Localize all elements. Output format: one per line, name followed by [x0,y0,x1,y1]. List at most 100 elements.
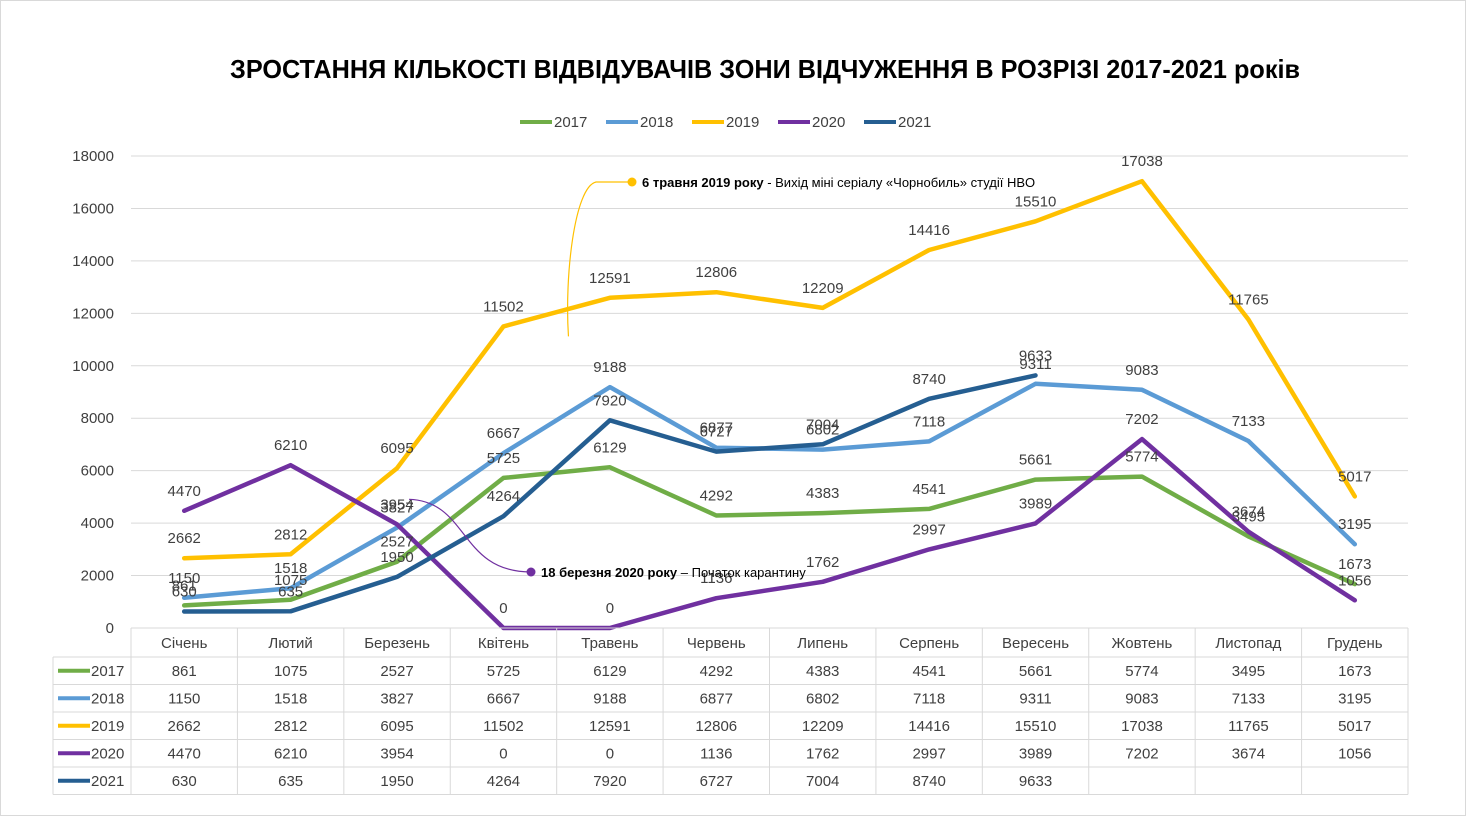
data-label-2021-2: 635 [278,583,303,600]
data-label-2017-1: 861 [172,577,197,594]
table-row-label-2018: 2018 [91,690,124,707]
legend-label-2021: 2021 [898,114,931,131]
category-label-2: Лютий [268,635,312,652]
y-tick-label: 0 [106,620,114,637]
table-cell-2019-2: 2812 [274,718,307,735]
series-layer [181,178,1358,631]
table-row-label-2021: 2021 [91,773,124,790]
annotation-leader-0 [566,181,632,337]
category-label-7: Липень [797,635,848,652]
data-label-2020-12: 1056 [1338,572,1371,589]
data-label-2018-3: 3827 [380,500,413,517]
annotation-description: – Початок карантину [677,565,806,580]
annotation-text-0: 6 травня 2019 року - Вихід міні серіалу … [642,175,1035,190]
category-label-10: Жовтень [1112,635,1173,652]
data-label-2019-8: 14416 [908,222,950,239]
legend-label-2017: 2017 [554,114,587,131]
data-label-2019-10: 17038 [1121,153,1163,170]
data-label-2018-4: 6667 [487,425,520,442]
data-label-2021-7: 7004 [806,416,839,433]
y-tick-label: 4000 [81,515,114,532]
category-label-4: Квітень [478,635,529,652]
data-label-2021-1: 630 [172,583,197,600]
data-label-2021-6: 6727 [700,424,733,441]
table-cell-2019-3: 6095 [380,718,413,735]
table-row-label-2020: 2020 [91,745,124,762]
series-line-2019 [181,178,1358,561]
table-cell-2017-7: 4383 [806,663,839,680]
data-label-2020-7: 1762 [806,554,839,571]
data-label-2021-5: 7920 [593,392,626,409]
table-cell-2019-4: 11502 [483,718,524,735]
data-label-2020-8: 2997 [912,521,945,538]
data-label-2017-12: 1673 [1338,556,1371,573]
data-label-2017-3: 2527 [380,534,413,551]
table-cell-2020-6: 1136 [700,745,732,762]
table-cell-2020-8: 2997 [912,745,945,762]
data-label-2017-2: 1075 [274,572,307,589]
category-label-8: Серпень [899,635,959,652]
table-cell-2019-6: 12806 [695,718,737,735]
table-cell-2018-11: 7133 [1232,690,1265,707]
table-cell-2020-2: 6210 [274,745,307,762]
table-cell-2017-1: 861 [172,663,197,680]
series-line-2021 [181,373,1038,614]
data-label-2019-12: 5017 [1338,468,1371,485]
data-label-2017-4: 5725 [487,450,520,467]
annotation-leader-1 [409,498,532,573]
data-label-2018-7: 6802 [806,422,839,439]
table-cell-2019-5: 12591 [589,718,631,735]
chart-title: ЗРОСТАННЯ КІЛЬКОСТІ ВІДВІДУВАЧІВ ЗОНИ ВІ… [230,54,1300,84]
data-label-2021-8: 8740 [912,371,945,388]
table-cell-2021-6: 6727 [700,773,733,790]
y-axis: 0 2000 4000 6000 8000 10000 12000 14000 16000 180… [72,148,114,637]
data-label-2020-11: 3674 [1232,504,1265,521]
table-cell-2018-10: 9083 [1125,690,1158,707]
table-cell-2019-8: 14416 [908,718,950,735]
y-tick-label: 16000 [72,200,114,217]
table-cell-2018-3: 3827 [380,690,413,707]
data-label-2018-2: 1518 [274,560,307,577]
legend-label-2020: 2020 [812,114,845,131]
data-label-2019-9: 15510 [1015,193,1057,210]
legend-label-2019: 2019 [726,114,759,131]
table-cell-2018-9: 9311 [1019,690,1051,707]
data-label-2019-7: 12209 [802,280,844,297]
table-row-label-2017: 2017 [91,663,124,680]
table-cell-2019-9: 15510 [1015,718,1057,735]
data-label-2019-6: 12806 [695,264,737,281]
table-cell-2020-7: 1762 [806,745,839,762]
data-label-2018-6: 6877 [700,420,733,437]
category-label-11: Листопад [1215,635,1281,652]
table-cell-2018-8: 7118 [913,690,945,707]
table-cell-2018-2: 1518 [274,690,307,707]
table-cell-2018-7: 6802 [806,690,839,707]
data-label-2018-5: 9188 [593,359,626,376]
table-cell-2017-8: 4541 [912,663,945,680]
table-cell-2020-4: 0 [499,745,507,762]
table-row-label-2019: 2019 [91,718,124,735]
table-cell-2018-12: 3195 [1338,690,1371,707]
data-label-2019-4: 11502 [483,298,524,315]
data-label-2020-5: 0 [606,600,614,617]
y-tick-label: 2000 [81,568,114,585]
table-cell-2021-1: 630 [172,773,197,790]
data-label-2019-3: 6095 [380,440,413,457]
data-table: Січень Лютий Березень Квітень Травень Червень… [52,627,1409,795]
data-label-2018-9: 9311 [1019,356,1051,373]
data-label-2019-11: 11765 [1228,291,1269,308]
category-label-12: Грудень [1327,635,1383,652]
table-cell-2018-5: 9188 [593,690,626,707]
table-cell-2019-1: 2662 [168,718,201,735]
category-label-5: Травень [581,635,638,652]
data-label-2019-1: 2662 [168,530,201,547]
table-cell-2020-11: 3674 [1232,745,1265,762]
table-cell-2017-9: 5661 [1019,663,1052,680]
table-cell-2019-11: 11765 [1228,718,1269,735]
y-tick-label: 10000 [72,358,114,375]
annotation-marker-1 [526,567,536,577]
data-label-2019-5: 12591 [589,270,631,287]
y-tick-label: 6000 [81,463,114,480]
